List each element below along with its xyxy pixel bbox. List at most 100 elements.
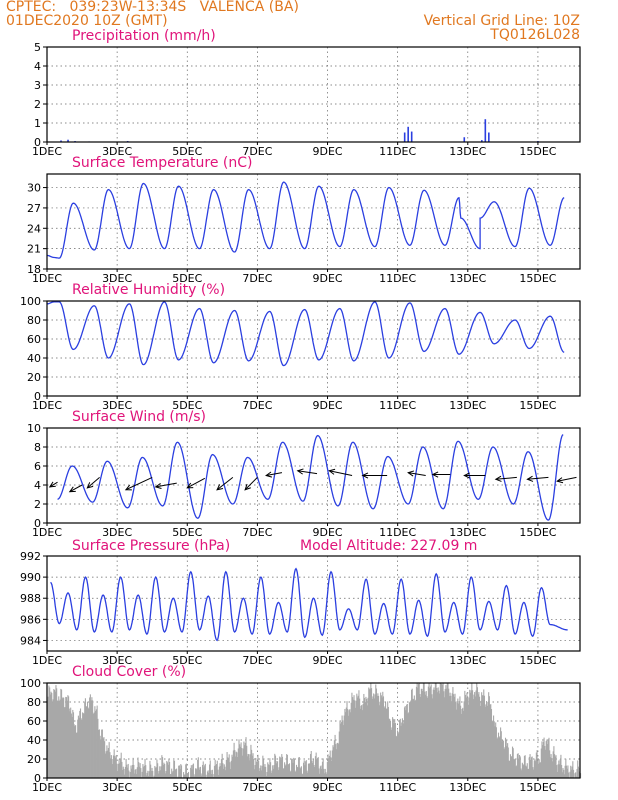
cloud-cover-bar	[289, 771, 291, 778]
cloud-cover-bar	[77, 715, 79, 778]
cloud-cover-bar	[444, 688, 446, 778]
cloud-cover-bar	[82, 712, 84, 778]
cloud-cover-bar	[98, 729, 100, 778]
cloud-cover-bar	[407, 713, 409, 778]
cloud-cover-bar	[196, 769, 198, 778]
y-tick-label: 986	[20, 613, 41, 626]
cloud-cover-bar	[328, 758, 330, 778]
cloud-cover-bar	[519, 756, 521, 778]
cloud-cover-bar	[489, 704, 491, 778]
cloud-cover-bar	[450, 695, 452, 778]
cloud-cover-bar	[246, 745, 248, 778]
x-tick-label: 9DEC	[312, 145, 342, 158]
cloud-cover-bar	[344, 708, 346, 778]
cloud-cover-bar	[398, 731, 400, 778]
cloud-cover-bar	[266, 771, 268, 778]
panel-title-cloud-cover: Cloud Cover (%)	[72, 664, 187, 680]
cloud-cover-bar	[250, 744, 252, 778]
cloud-cover-bar	[525, 765, 527, 778]
cloud-cover-bar	[280, 759, 282, 778]
cloud-cover-bar	[408, 712, 410, 778]
panel-frame	[46, 682, 581, 779]
cloud-cover-bar	[515, 766, 517, 778]
cloud-cover-bar	[549, 750, 551, 778]
cloud-cover-bar	[306, 770, 308, 778]
cloud-cover-bar	[467, 704, 469, 778]
cloud-cover-bar	[207, 770, 209, 778]
x-tick-label: 1DEC	[32, 781, 62, 794]
cloud-cover-bar	[508, 760, 510, 778]
cloud-cover-bar	[126, 767, 129, 778]
cloud-cover-bar	[363, 697, 366, 778]
cloud-cover-bar	[536, 750, 538, 778]
precip-bar	[67, 139, 69, 142]
cloud-cover-bar	[332, 745, 334, 778]
cloud-cover-bar	[136, 767, 138, 778]
cloud-cover-bar	[66, 700, 68, 778]
cloud-cover-bar	[211, 773, 213, 778]
cloud-cover-bar	[305, 760, 307, 778]
cloud-cover-bar	[425, 691, 427, 778]
cloud-cover-bar	[171, 768, 173, 778]
cloud-cover-bar	[223, 768, 225, 778]
cloud-cover-bar	[132, 757, 134, 778]
cloud-cover-bar	[314, 756, 317, 778]
y-tick-label: 1	[34, 117, 41, 130]
cloud-cover-bar	[160, 766, 162, 778]
precip-bar	[481, 140, 483, 142]
cloud-cover-bar	[173, 760, 175, 778]
cloud-cover-bar	[65, 696, 67, 778]
cloud-cover-bar	[64, 707, 66, 778]
cloud-cover-bar	[267, 762, 269, 778]
cloud-cover-bar	[359, 708, 361, 778]
cloud-cover-bar	[310, 751, 312, 778]
cloud-cover-bar	[559, 759, 561, 778]
wind-arrow	[69, 484, 83, 493]
x-tick-label: 7DEC	[242, 399, 272, 412]
cloud-cover-bar	[368, 687, 370, 778]
cloud-cover-bar	[425, 694, 427, 778]
cloud-cover-bar	[403, 720, 405, 778]
cloud-cover-bar	[119, 758, 122, 778]
x-tick-label: 9DEC	[312, 781, 342, 794]
cloud-cover-bar	[381, 697, 383, 778]
cloud-cover-bar	[165, 771, 167, 778]
cloud-cover-bar	[437, 687, 439, 778]
cloud-cover-bar	[110, 758, 112, 778]
cloud-cover-bar	[470, 690, 472, 778]
cloud-cover-bar	[288, 763, 291, 778]
cloud-cover-bar	[134, 769, 136, 778]
cloud-cover-bar	[171, 772, 173, 778]
x-tick-label: 3DEC	[102, 781, 132, 794]
cloud-cover-bar	[336, 742, 338, 778]
cloud-cover-bar	[371, 688, 373, 778]
y-tick-label: 5	[34, 41, 41, 54]
cloud-cover-bar	[126, 764, 128, 778]
cloud-cover-bar	[308, 763, 310, 778]
y-tick-label: 21	[27, 243, 41, 256]
cloud-cover-bar	[356, 693, 358, 778]
cloud-cover-bar	[324, 768, 326, 778]
x-tick-label: 9DEC	[312, 399, 342, 412]
cloud-cover-bar	[471, 690, 474, 778]
cloud-cover-bar	[180, 764, 182, 778]
cloud-cover-bar	[303, 760, 305, 778]
cloud-cover-bar	[356, 697, 359, 778]
cloud-cover-bar	[48, 685, 50, 778]
cloud-cover-bar	[562, 768, 564, 778]
x-tick-label: 1DEC	[32, 145, 62, 158]
cloud-cover-bar	[462, 710, 464, 778]
cloud-cover-bar	[270, 772, 272, 778]
cloud-cover-bar	[501, 741, 503, 778]
cloud-cover-bar	[169, 762, 171, 778]
cloud-cover-bar	[293, 757, 295, 778]
cloud-cover-bar	[533, 760, 535, 778]
y-tick-label: 6	[34, 460, 41, 473]
cloud-cover-bar	[497, 737, 499, 778]
cloud-cover-bar	[577, 766, 579, 778]
precip-bar	[403, 132, 406, 142]
cloud-cover-bar	[396, 730, 399, 778]
cloud-cover-bar	[507, 743, 509, 778]
cloud-cover-bar	[185, 764, 187, 778]
